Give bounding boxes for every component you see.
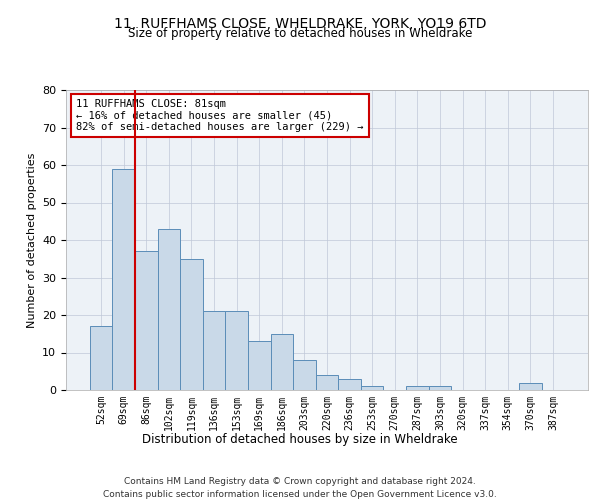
Bar — [428, 386, 451, 390]
Bar — [112, 169, 135, 390]
Bar — [406, 386, 428, 390]
Y-axis label: Number of detached properties: Number of detached properties — [26, 152, 37, 328]
Bar — [338, 379, 361, 390]
Bar — [361, 386, 383, 390]
Bar — [316, 375, 338, 390]
Bar — [271, 334, 293, 390]
Text: Size of property relative to detached houses in Wheldrake: Size of property relative to detached ho… — [128, 28, 472, 40]
Bar — [293, 360, 316, 390]
Bar — [226, 311, 248, 390]
Bar — [135, 251, 158, 390]
Bar — [180, 259, 203, 390]
Bar — [203, 311, 226, 390]
Text: Distribution of detached houses by size in Wheldrake: Distribution of detached houses by size … — [142, 432, 458, 446]
Text: Contains public sector information licensed under the Open Government Licence v3: Contains public sector information licen… — [103, 490, 497, 499]
Text: 11 RUFFHAMS CLOSE: 81sqm
← 16% of detached houses are smaller (45)
82% of semi-d: 11 RUFFHAMS CLOSE: 81sqm ← 16% of detach… — [76, 99, 364, 132]
Text: 11, RUFFHAMS CLOSE, WHELDRAKE, YORK, YO19 6TD: 11, RUFFHAMS CLOSE, WHELDRAKE, YORK, YO1… — [114, 18, 486, 32]
Bar — [519, 382, 542, 390]
Bar — [158, 229, 180, 390]
Bar — [248, 341, 271, 390]
Bar — [90, 326, 112, 390]
Text: Contains HM Land Registry data © Crown copyright and database right 2024.: Contains HM Land Registry data © Crown c… — [124, 478, 476, 486]
